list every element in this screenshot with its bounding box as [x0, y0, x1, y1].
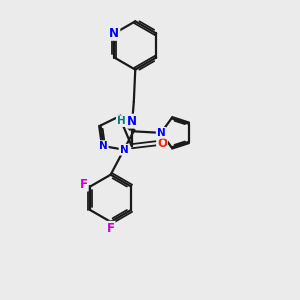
Text: N: N [127, 115, 137, 128]
Text: N: N [99, 141, 108, 151]
Text: O: O [157, 137, 167, 150]
Text: F: F [80, 178, 88, 190]
Text: N: N [157, 128, 165, 138]
Text: F: F [106, 222, 115, 235]
Text: H: H [117, 116, 125, 126]
Text: N: N [119, 145, 128, 155]
Text: N: N [110, 27, 119, 40]
